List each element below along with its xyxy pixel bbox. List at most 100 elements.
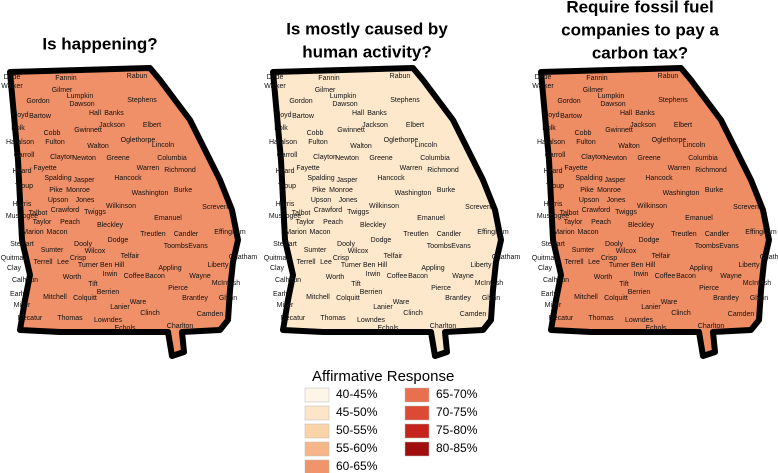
county-label: Polk: [11, 125, 25, 132]
county-label: Irwin: [366, 271, 381, 278]
county-label: Lumpkin: [67, 93, 94, 100]
county-label: Clayton: [50, 154, 74, 161]
county-label: Glynn: [219, 295, 237, 302]
county-label: Gwinnett: [337, 127, 365, 134]
county-label: Gwinnett: [605, 127, 633, 134]
county-label: Bartow: [292, 113, 315, 120]
county-label: Walton: [350, 143, 372, 150]
county-label: Dooly: [337, 241, 355, 248]
county-label: Peach: [323, 219, 343, 226]
county-label: McIntosh: [743, 280, 772, 287]
county-label: Lumpkin: [598, 93, 625, 100]
county-label: Jones: [339, 197, 358, 204]
county-label: Wilkinson: [106, 203, 136, 210]
county-label: Candler: [705, 231, 730, 238]
legend-swatch: [404, 387, 430, 403]
county-label: Dooly: [74, 241, 92, 248]
county-label: Thomas: [320, 315, 346, 322]
county-label: Screven: [733, 204, 759, 211]
legend-swatch: [404, 423, 430, 439]
county-label: Fannin: [586, 75, 608, 82]
county-label: Columbia: [688, 155, 718, 162]
county-label: Colquitt: [336, 295, 360, 302]
county-map: Dade Walker Fannin Gilmer Rabun Stephens Gordo…: [264, 65, 521, 359]
county-label: Stewart: [10, 241, 34, 248]
county-label: Coffee: [387, 273, 408, 280]
county-label: Glynn: [482, 295, 500, 302]
county-label: Upson: [579, 197, 599, 204]
county-label: Cobb: [44, 130, 61, 137]
county-label: Warren: [400, 165, 423, 172]
county-label: Harris: [13, 201, 32, 208]
legend-swatch: [304, 441, 330, 457]
county-label: Hall: [89, 110, 102, 117]
county-label: Harris: [544, 201, 563, 208]
county-label: Effingham: [477, 229, 509, 236]
county-label: Warren: [668, 165, 691, 172]
county-label: Pierce: [431, 285, 451, 292]
legend-label: 55-60%: [336, 441, 378, 455]
county-label: Hancock: [377, 175, 405, 182]
legend-swatch: [304, 459, 330, 473]
county-label: Dodge: [108, 237, 129, 244]
county-label: Cobb: [575, 130, 592, 137]
county-label: Lowndes: [94, 317, 123, 324]
county-label: Sumter: [41, 247, 64, 254]
county-label: Haralson: [537, 139, 565, 146]
county-label: Dade: [267, 74, 284, 81]
county-label: Richmond: [695, 167, 727, 174]
county-label: Washington: [395, 190, 432, 197]
county-label: Terrell: [564, 259, 584, 266]
county-label: Gwinnett: [74, 127, 102, 134]
county-label: Wilkinson: [369, 203, 399, 210]
county-label: Talbot: [560, 210, 579, 217]
county-label: Pike: [49, 187, 63, 194]
county-label: Pierce: [699, 285, 719, 292]
map-title: Require fossil fuel: [566, 0, 713, 16]
county-label: Ware: [393, 299, 410, 306]
county-label: Camden: [460, 311, 487, 318]
county-label: Toombs: [164, 243, 189, 250]
county-label: Appling: [689, 265, 712, 272]
county-label: Treutlen: [140, 231, 166, 238]
county-label: Columbia: [157, 155, 187, 162]
county-label: Lowndes: [625, 317, 654, 324]
county-label: Appling: [421, 265, 444, 272]
county-label: Haralson: [269, 139, 297, 146]
county-label: Quitman: [264, 255, 291, 262]
county-label: Crisp: [333, 255, 349, 262]
county-label: Dawson: [332, 101, 357, 108]
county-label: Rabun: [127, 73, 148, 80]
county-label: Gordon: [26, 98, 49, 105]
county-label: Macon: [46, 229, 67, 236]
county-label: Turner: [341, 262, 362, 269]
county-label: Dooly: [605, 241, 623, 248]
county-label: Terrell: [296, 259, 316, 266]
county-label: Macon: [309, 229, 330, 236]
county-label: Early: [10, 291, 26, 298]
county-label: McIntosh: [212, 280, 241, 287]
county-label: Marion: [553, 229, 575, 236]
county-label: Carroll: [14, 152, 35, 159]
county-label: Clay: [270, 265, 285, 272]
county-label: Ben Hill: [100, 262, 125, 269]
county-label: Chatham: [492, 254, 521, 261]
county-label: Banks: [104, 110, 124, 117]
county-label: Banks: [367, 110, 387, 117]
county-label: Berrien: [360, 289, 383, 296]
county-label: Hancock: [645, 175, 673, 182]
legend-label: 70-75%: [436, 405, 478, 419]
county-label: Turner: [78, 262, 99, 269]
county-label: Fannin: [318, 75, 340, 82]
county-label: Jackson: [99, 122, 125, 129]
county-label: Glynn: [750, 295, 768, 302]
county-label: Talbot: [29, 210, 48, 217]
county-label: Decatur: [549, 315, 574, 322]
county-label: Tift: [619, 281, 629, 288]
county-label: Stephens: [390, 97, 420, 104]
county-label: Pike: [312, 187, 326, 194]
county-label: Marion: [22, 229, 44, 236]
county-label: Evans: [188, 243, 208, 250]
county-label: Cobb: [307, 130, 324, 137]
county-label: Calhoun: [543, 277, 569, 284]
